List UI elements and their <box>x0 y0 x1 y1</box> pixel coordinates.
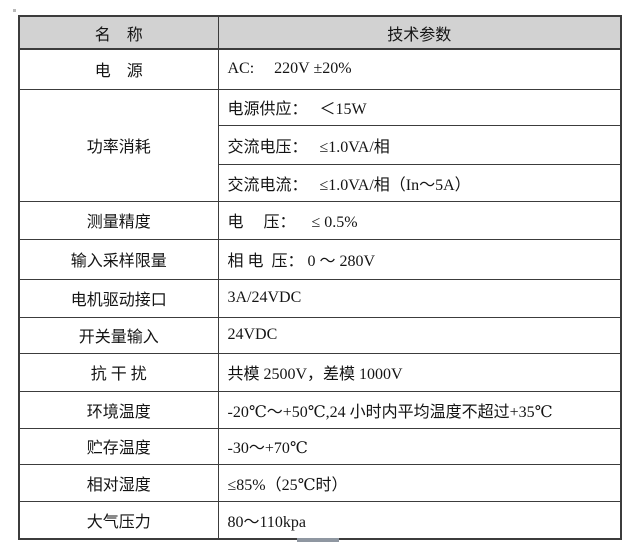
header-cell-name: 名 称 <box>18 15 219 50</box>
spec-name-cell: 输入采样限量 <box>18 238 219 280</box>
table-row: 抗 干 扰 共模 2500V，差模 1000V <box>18 352 622 392</box>
spec-value-cell: -30～+70℃ <box>217 427 622 465</box>
table-row: 开关量输入 24VDC <box>18 316 622 354</box>
spec-value-cell: 交流电流： ≤1.0VA/相（In～5A） <box>217 163 622 202</box>
table-row: 功率消耗 电源供应： ＜15W <box>18 88 622 202</box>
dot-artifact <box>13 9 16 12</box>
spec-name-cell: 测量精度 <box>18 200 219 240</box>
spec-value-cell: 80～110kpa <box>217 500 622 540</box>
spec-value-cell: 电源供应： ＜15W <box>217 88 622 126</box>
spec-name-cell: 环境温度 <box>18 390 219 429</box>
spec-name-cell: 大气压力 <box>18 500 219 540</box>
spec-value-cell: 24VDC <box>217 316 622 354</box>
table-row: 电 源 AC: 220V ±20% <box>18 48 622 90</box>
spec-name-cell: 相对湿度 <box>18 463 219 502</box>
spec-name-cell: 电机驱动接口 <box>18 278 219 318</box>
spec-value-cell: 相 电 压： 0 ～ 280V <box>217 238 622 280</box>
spec-value-cell: 共模 2500V，差模 1000V <box>217 352 622 392</box>
spec-value-cell: ≤85%（25℃时） <box>217 463 622 502</box>
spec-value-cell: 3A/24VDC <box>217 278 622 318</box>
table-row: 相对湿度 ≤85%（25℃时） <box>18 463 622 502</box>
spec-name-cell: 贮存温度 <box>18 427 219 465</box>
spec-value-cell: 交流电压： ≤1.0VA/相 <box>217 124 622 165</box>
table-row: 大气压力 80～110kpa <box>18 500 622 540</box>
smudge-artifact <box>297 538 339 542</box>
spec-name-cell: 抗 干 扰 <box>18 352 219 392</box>
table-row: 环境温度 -20℃～+50℃,24 小时内平均温度不超过+35℃ <box>18 390 622 429</box>
table-row: 交流电流： ≤1.0VA/相（In～5A） <box>19 163 622 202</box>
spec-table: 名 称 技术参数 电 源 AC: 220V ±20% 功率消耗 电源供应： ＜1… <box>18 15 622 540</box>
table-row: 交流电压： ≤1.0VA/相 <box>19 124 622 165</box>
spec-name-cell-merged: 功率消耗 <box>18 88 219 202</box>
spec-value-cell: -20℃～+50℃,24 小时内平均温度不超过+35℃ <box>217 390 622 429</box>
table-row: 输入采样限量 相 电 压： 0 ～ 280V <box>18 238 622 280</box>
table-row: 电机驱动接口 3A/24VDC <box>18 278 622 318</box>
spec-value-cell: AC: 220V ±20% <box>217 48 622 90</box>
table-header-row: 名 称 技术参数 <box>18 15 622 50</box>
table-row: 贮存温度 -30～+70℃ <box>18 427 622 465</box>
header-cell-param: 技术参数 <box>217 15 622 50</box>
spec-name-cell: 开关量输入 <box>18 316 219 354</box>
spec-name-cell: 电 源 <box>18 48 219 90</box>
spec-value-cell: 电 压： ≤ 0.5% <box>217 200 622 240</box>
table-row: 测量精度 电 压： ≤ 0.5% <box>18 200 622 240</box>
